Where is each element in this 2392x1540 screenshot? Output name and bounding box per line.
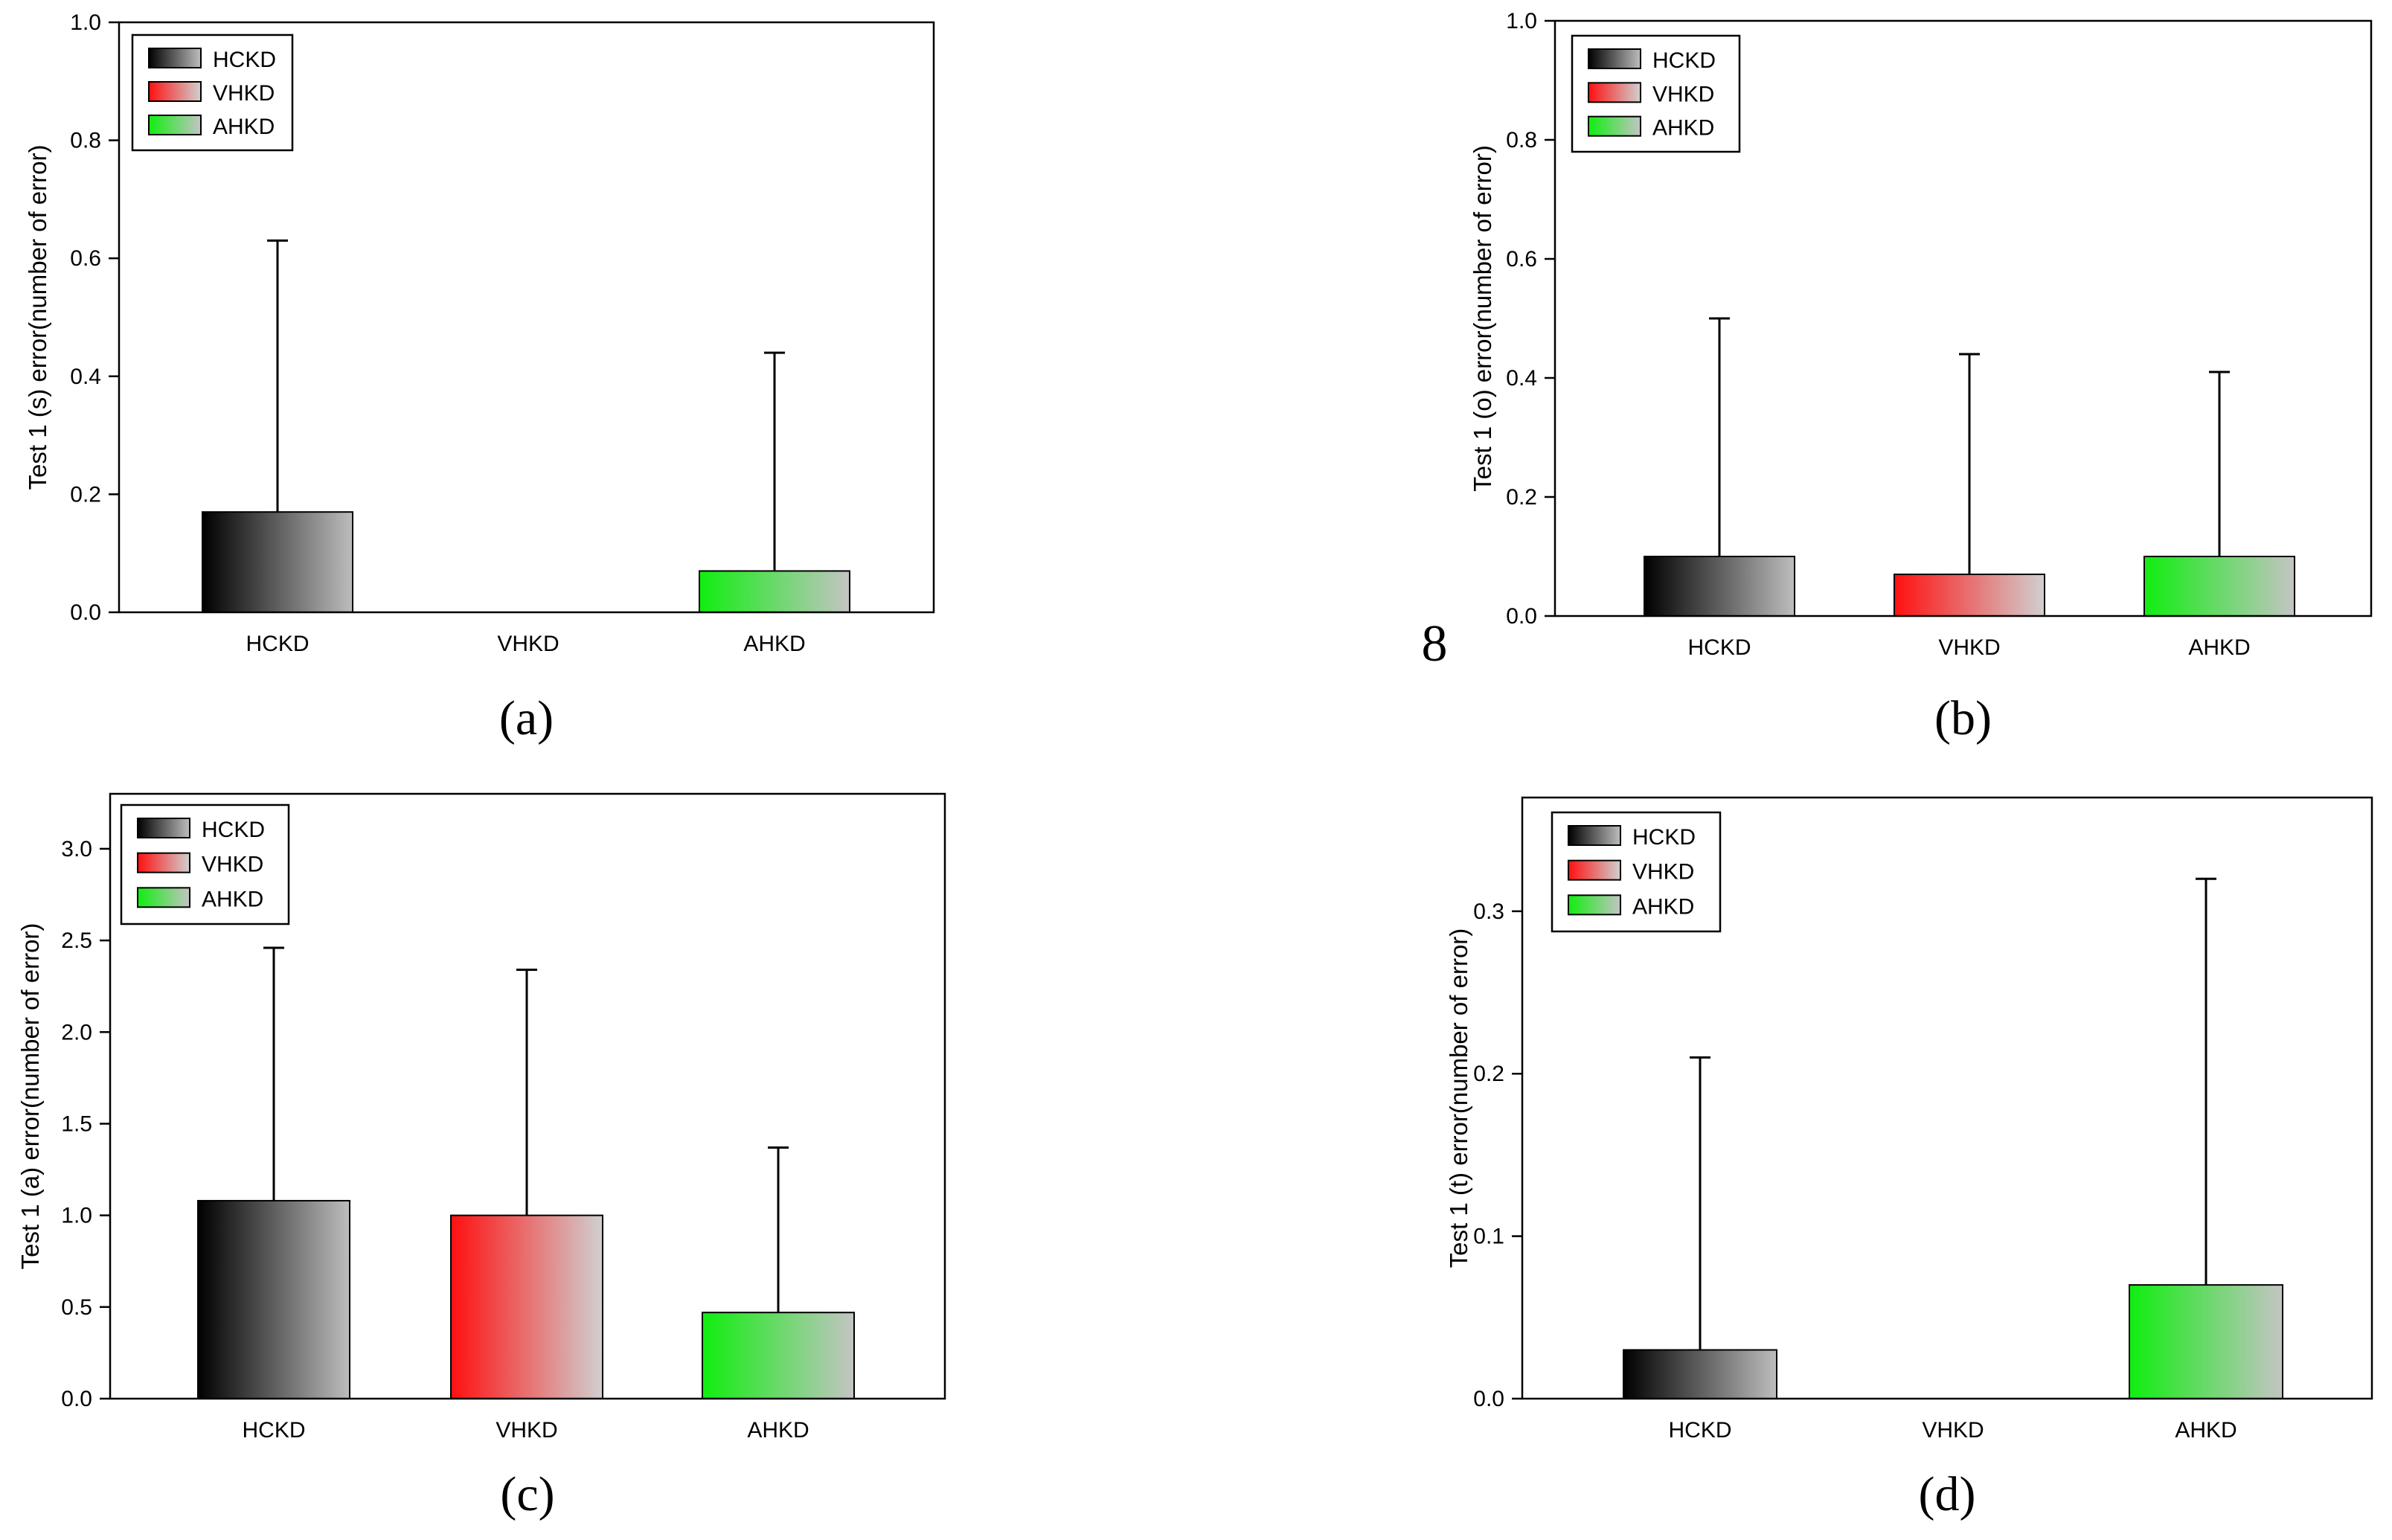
legend-swatch-ahkd <box>1568 894 1621 916</box>
legend-label-vhkd: VHKD <box>202 853 263 877</box>
x-tick-label-vhkd: VHKD <box>1938 635 2000 660</box>
y-tick-label: 0.2 <box>1506 485 1537 510</box>
x-tick-label-vhkd: VHKD <box>496 1418 557 1443</box>
bar-hckd <box>202 511 353 613</box>
y-tick-label: 0.3 <box>1473 899 1504 924</box>
panel-caption: (b) <box>1934 691 1992 745</box>
bar-ahkd <box>2129 1284 2283 1399</box>
legend-swatch-vhkd <box>137 852 190 873</box>
y-axis-label: Test 1 (a) error(number of error) <box>16 923 44 1270</box>
x-tick-label-hckd: HCKD <box>1668 1418 1731 1443</box>
legend-label-ahkd: AHKD <box>1652 116 1714 141</box>
y-tick-label: 2.5 <box>61 928 92 953</box>
x-tick-label-ahkd: AHKD <box>747 1418 809 1443</box>
y-tick-label: 0.1 <box>1473 1225 1504 1249</box>
plot-frame <box>1521 796 2373 1400</box>
legend-label-hckd: HCKD <box>213 48 276 72</box>
panel-caption: (d) <box>1919 1467 1976 1521</box>
legend-swatch-vhkd <box>1568 859 1621 881</box>
bar-hckd <box>1644 556 1795 617</box>
y-tick-label: 3.0 <box>61 837 92 862</box>
y-tick-label: 0.6 <box>1506 247 1537 272</box>
y-tick-label: 0.2 <box>1473 1062 1504 1086</box>
legend-swatch-ahkd <box>1588 115 1641 137</box>
y-tick-label: 0.0 <box>61 1387 92 1411</box>
legend-label-hckd: HCKD <box>202 818 265 842</box>
y-axis-label: Test 1 (s) error(number of error) <box>24 145 51 490</box>
y-axis-label: Test 1 (t) error(number of error) <box>1445 928 1472 1268</box>
x-tick-label-vhkd: VHKD <box>497 632 559 656</box>
legend-swatch-hckd <box>1568 825 1621 846</box>
y-tick-label: 2.0 <box>61 1020 92 1045</box>
y-tick-label: 0.0 <box>1506 604 1537 629</box>
legend-swatch-ahkd <box>148 115 202 135</box>
bar-ahkd <box>2143 556 2295 617</box>
x-tick-label-ahkd: AHKD <box>2188 635 2250 660</box>
bar-ahkd <box>699 570 850 613</box>
y-tick-label: 1.0 <box>1506 9 1537 33</box>
y-axis-label: Test 1 (o) error(number of error) <box>1469 145 1496 492</box>
legend-label-vhkd: VHKD <box>1632 860 1694 885</box>
y-tick-label: 0.6 <box>70 246 101 271</box>
x-tick-label-hckd: HCKD <box>246 632 309 656</box>
y-tick-label: 0.0 <box>1473 1387 1504 1411</box>
legend-swatch-hckd <box>137 818 190 838</box>
plot-frame <box>118 21 935 614</box>
chart-panel-c: HCKD VHKD AHKD 0.0 0.5 1.0 1.5 2.0 2.5 3.0 Test 1 … <box>16 792 946 1521</box>
legend-label-vhkd: VHKD <box>1652 82 1714 106</box>
x-tick-label-vhkd: VHKD <box>1922 1418 1984 1443</box>
legend-label-ahkd: AHKD <box>213 115 275 139</box>
x-tick-label-hckd: HCKD <box>1687 635 1751 660</box>
y-tick-label: 0.0 <box>70 600 101 625</box>
panel-caption: (c) <box>500 1467 554 1521</box>
bar-ahkd <box>702 1312 855 1400</box>
legend-label-ahkd: AHKD <box>202 887 263 911</box>
y-tick-label: 0.4 <box>70 365 101 389</box>
y-tick-label: 0.4 <box>1506 366 1537 391</box>
chart-panel-b: HCKD VHKD AHKD 0.0 0.2 0.4 0.6 0.8 1.0 Test 1 (o)… <box>1469 9 2373 745</box>
legend-swatch-vhkd <box>1588 82 1641 103</box>
bar-hckd <box>1623 1349 1777 1399</box>
x-tick-label-ahkd: AHKD <box>743 632 805 656</box>
legend-label-vhkd: VHKD <box>213 81 275 106</box>
panel-caption: (a) <box>499 691 554 745</box>
y-tick-label: 1.5 <box>61 1111 92 1136</box>
y-tick-label: 1.0 <box>61 1204 92 1228</box>
x-tick-label-hckd: HCKD <box>242 1418 305 1443</box>
legend-label-ahkd: AHKD <box>1632 894 1694 919</box>
chart-panel-a: HCKD VHKD AHKD 0.0 0.2 0.4 0.6 0.8 1.0 Test 1 (s)… <box>24 10 935 745</box>
plot-frame <box>109 792 946 1400</box>
legend-label-hckd: HCKD <box>1652 48 1716 73</box>
legend-swatch-ahkd <box>137 887 190 908</box>
legend-swatch-hckd <box>148 48 202 68</box>
x-tick-label-ahkd: AHKD <box>2175 1418 2237 1443</box>
page-number: 8 <box>1422 615 1448 673</box>
plot-frame <box>1553 19 2373 617</box>
bar-hckd <box>197 1199 350 1399</box>
bar-vhkd <box>450 1214 603 1399</box>
y-tick-label: 0.8 <box>70 129 101 153</box>
y-tick-label: 0.2 <box>70 482 101 507</box>
legend-swatch-vhkd <box>148 81 202 102</box>
y-tick-label: 1.0 <box>70 10 101 35</box>
y-tick-label: 0.5 <box>61 1295 92 1320</box>
y-tick-label: 0.8 <box>1506 128 1537 153</box>
legend-swatch-hckd <box>1588 48 1641 69</box>
legend-label-hckd: HCKD <box>1632 825 1696 850</box>
bar-vhkd <box>1894 574 2045 617</box>
